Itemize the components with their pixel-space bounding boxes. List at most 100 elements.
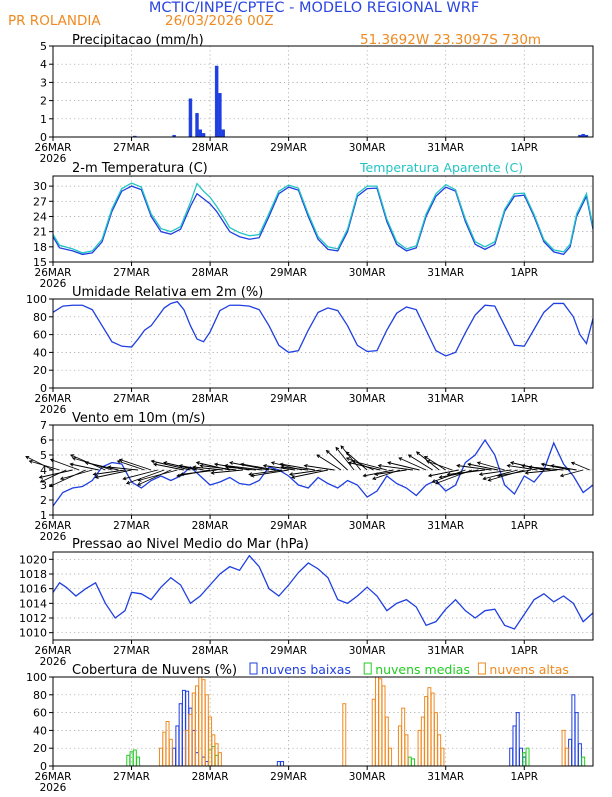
clouds-bar-nuvens-altas [381,685,386,767]
clouds-bar-nuvens-medias [136,756,141,767]
precip-bar-precip [218,93,222,138]
clouds-bar-nuvens-baixas [175,725,180,767]
pressure-ytick-label: 1012 [19,612,47,625]
clouds-xtick-label: 1APR [511,771,539,783]
wind-arrow-head [335,446,340,451]
wind-arrow [571,462,590,471]
wind-arrow-head [107,465,112,470]
wind-arrow-head [456,463,461,468]
wind-arrow-head [137,477,142,482]
wind-ytick-label: 5 [40,449,47,462]
clouds-bar-nuvens-baixas [568,738,573,767]
wind-arrow-head [415,451,420,456]
precip-bar-precip [201,133,206,138]
clouds-bar-nuvens-altas [168,738,173,767]
clouds-bar-nuvens-baixas [512,725,517,767]
clouds-bar-nuvens-altas [204,694,209,767]
wind-arrow-head [570,461,575,466]
wind-arrow-head [351,459,356,464]
pressure-xtick-label: 1APR [511,645,539,657]
wind-arrow-head [506,463,511,468]
clouds-legend-label: nuvens baixas [261,662,351,677]
rh-xtick-label: 30MAR [349,393,386,405]
header-coords: 51.3692W 23.3097S 730m [360,32,541,48]
wind-arrow-head [316,454,321,459]
wind-arrow-head [38,475,43,479]
wind-arrow-head [425,460,430,464]
wind-arrow [346,457,374,471]
temp-title: 2-m Temperatura (C) [72,161,208,176]
pressure-xtick-label: 26MAR [35,645,72,657]
wind-arrow-head [28,459,33,464]
rh-ytick-label: 60 [33,329,47,342]
wind-arrow-head [374,472,379,477]
temp-ytick-label: 15 [33,256,47,269]
precip-bar-precip [214,65,219,138]
clouds-bar-nuvens-baixas [577,743,582,767]
wind-arrow [289,469,322,475]
wind-arrow [179,465,204,471]
wind-arrow-head [224,463,229,468]
wind-arrow-head [59,476,64,481]
wind-arrow [25,456,54,471]
temp-xtick-year: 2026 [40,278,67,290]
precip-ytick-label: 3 [40,76,47,89]
wind-arrow [229,462,270,471]
clouds-xtick-label: 27MAR [113,771,150,783]
wind-arrow-head [136,482,142,486]
clouds-legend-swatch [363,662,372,675]
clouds-bar-nuvens-medias [522,752,527,767]
wind-arrow [326,450,348,471]
wind-arrow [352,460,387,471]
precip-frame [52,45,594,138]
clouds-bar-nuvens-altas [191,692,196,767]
clouds-bar-nuvens-altas [162,731,167,767]
precip-xtick-label: 31MAR [427,142,464,154]
wind-arrow-head [250,473,255,478]
wind-ytick-label: 1 [40,509,47,522]
wind-arrow [428,469,459,477]
wind-arrow [225,466,256,471]
wind-arrow-head [431,479,436,483]
wind-arrow [363,469,394,477]
wind-arrow [560,469,584,477]
wind-xtick-label: 27MAR [113,520,150,532]
wind-xtick-label: 29MAR [270,520,307,532]
wind-vectors [25,445,590,488]
rh-xtick-label: 28MAR [192,393,229,405]
wind-arrow [263,465,296,471]
clouds-xtick-label: 30MAR [349,771,386,783]
clouds-bar-nuvens-altas [378,678,383,767]
wind-arrow [180,469,217,475]
wind-arrow [348,462,381,471]
clouds-ytick-label: 60 [33,707,47,720]
temp-xtick-label: 1APR [511,267,539,279]
wind-arrow [70,463,99,471]
wind-arrow [93,469,126,475]
precip-xtick-label: 30MAR [349,142,386,154]
wind-arrow-head [398,457,403,461]
temp-xtick-label: 26MAR [35,267,72,279]
rh-xtick-label: 31MAR [427,393,464,405]
wind-arrow-head [280,465,285,470]
precip-ytick-label: 4 [40,58,47,71]
clouds-bar-nuvens-baixas [519,747,523,767]
clouds-xtick-label: 29MAR [270,771,307,783]
wind-arrow-head [163,461,168,465]
wind-arrow [280,463,315,471]
wind-arrow-head [478,472,483,477]
wind-arrow-head [435,480,440,485]
clouds-ytick-label: 0 [40,760,47,773]
pressure-xtick-label: 28MAR [192,645,229,657]
wind-arrow-head [240,462,245,467]
pressure-ytick-label: 1010 [19,627,47,640]
precip-ytick-label: 0 [40,131,47,144]
clouds-bar-nuvens-baixas [574,712,579,767]
wind-arrow-head [213,462,219,467]
wind-arrow-head [288,472,294,477]
pressure-xtick-label: 29MAR [270,645,307,657]
wind-arrow-head [387,461,392,465]
wind-arrow [108,466,139,471]
